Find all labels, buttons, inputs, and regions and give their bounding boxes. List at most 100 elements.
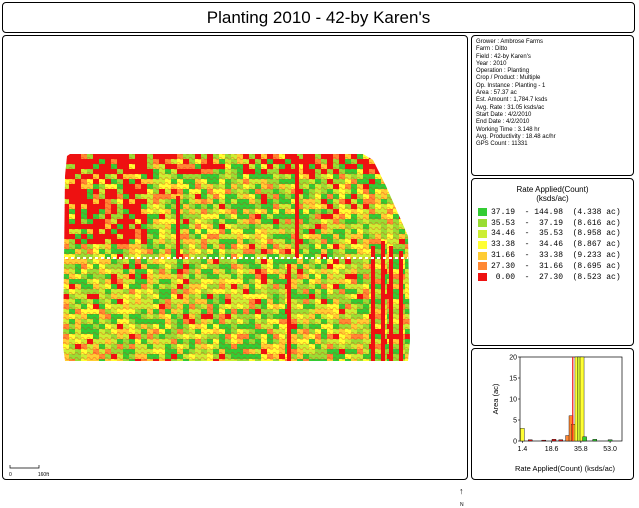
low-rate-stripe bbox=[176, 196, 180, 258]
legend-swatch bbox=[478, 251, 487, 260]
rate-cell bbox=[399, 194, 405, 199]
info-line: Year : 2010 bbox=[476, 60, 507, 67]
rate-cell bbox=[411, 239, 417, 244]
north-arrow-icon: ↑ bbox=[459, 486, 464, 496]
legend-label: 35.53 - 37.19 (8.616 ac) bbox=[491, 218, 621, 228]
y-tick-label: 15 bbox=[509, 376, 517, 383]
legend-row: 34.46 - 35.53 (8.958 ac) bbox=[478, 229, 621, 240]
x-tick-label: 1.4 bbox=[518, 446, 528, 453]
legend-row: 31.66 - 33.38 (9.233 ac) bbox=[478, 250, 621, 261]
low-rate-stripe bbox=[381, 241, 385, 361]
rate-cell bbox=[387, 179, 393, 184]
rate-cell bbox=[411, 189, 417, 194]
legend-swatch bbox=[478, 208, 487, 217]
rate-cell bbox=[411, 254, 417, 259]
legend-panel: Rate Applied(Count) (ksds/ac) 37.19 - 14… bbox=[471, 178, 634, 346]
info-line: GPS Count : 11331 bbox=[476, 141, 528, 148]
rate-cell bbox=[411, 344, 417, 349]
field-map[interactable] bbox=[3, 36, 467, 479]
north-label: N bbox=[460, 502, 464, 508]
rate-cell bbox=[411, 174, 417, 179]
legend-label: 31.66 - 33.38 (9.233 ac) bbox=[491, 251, 621, 261]
rate-cell bbox=[399, 209, 405, 214]
rate-cell bbox=[411, 154, 417, 159]
rate-cell bbox=[393, 154, 399, 159]
rate-cell bbox=[399, 174, 405, 179]
rate-cell bbox=[411, 259, 417, 264]
rate-cell bbox=[399, 204, 405, 209]
rate-cell bbox=[393, 184, 399, 189]
low-rate-stripe bbox=[399, 251, 403, 361]
rate-cell bbox=[405, 199, 410, 204]
rate-cell bbox=[393, 179, 399, 184]
rate-cell bbox=[411, 194, 417, 199]
rate-cell bbox=[375, 159, 381, 164]
legend-row: 0.00 - 27.30 (8.523 ac) bbox=[478, 272, 621, 283]
histogram-bar bbox=[520, 428, 525, 442]
rate-cell bbox=[381, 154, 387, 159]
legend-rows: 37.19 - 144.98 (4.338 ac) 35.53 - 37.19 (… bbox=[478, 207, 621, 283]
rate-cell bbox=[405, 174, 410, 179]
histogram-bar bbox=[541, 439, 547, 442]
rate-cell bbox=[375, 154, 381, 159]
rate-cell bbox=[411, 229, 417, 234]
rate-cell bbox=[399, 179, 405, 184]
histogram-chart: 0 5 10 15 20 1.4 18.6 35.8 53.0 Rate Applied(Coun… bbox=[491, 355, 623, 473]
rate-cell bbox=[399, 169, 405, 174]
rate-cell bbox=[405, 164, 410, 169]
rate-cell bbox=[411, 224, 417, 229]
rate-cell bbox=[411, 264, 417, 269]
rate-cell bbox=[399, 199, 405, 204]
rate-cell bbox=[405, 224, 410, 229]
rate-cell bbox=[393, 189, 399, 194]
rate-cell bbox=[399, 159, 405, 164]
rate-cell bbox=[411, 164, 417, 169]
rate-cell bbox=[411, 329, 417, 334]
rate-cell bbox=[411, 179, 417, 184]
legend-swatch bbox=[478, 240, 487, 249]
rate-cell bbox=[411, 324, 417, 329]
info-line: Est. Amount : 1,784.7 ksds bbox=[476, 97, 548, 104]
rate-cell bbox=[411, 274, 417, 279]
rate-cell bbox=[381, 159, 387, 164]
y-tick-label: 5 bbox=[513, 418, 517, 425]
rate-cell bbox=[411, 169, 417, 174]
info-line: End Date : 4/2/2010 bbox=[476, 119, 530, 126]
rate-cell bbox=[411, 199, 417, 204]
rate-cell bbox=[405, 184, 410, 189]
y-tick-label: 10 bbox=[509, 397, 517, 404]
info-line: Avg. Productivity : 18.48 ac/hr bbox=[476, 133, 556, 140]
rate-cell bbox=[411, 214, 417, 219]
rate-cell bbox=[387, 154, 393, 159]
info-list: Grower : Ambrose Farms Farm : Ditto Fiel… bbox=[476, 39, 556, 148]
legend-swatch bbox=[478, 273, 487, 282]
rate-cell bbox=[411, 309, 417, 314]
rate-cell bbox=[411, 184, 417, 189]
info-line: Field : 42-by Karen's bbox=[476, 53, 531, 60]
legend-label: 33.38 - 34.46 (8.867 ac) bbox=[491, 240, 621, 250]
rate-cell bbox=[393, 169, 399, 174]
map-panel[interactable]: 0 160ft ↑ N bbox=[2, 35, 468, 508]
legend-swatch bbox=[478, 262, 487, 271]
x-tick-label: 35.8 bbox=[574, 446, 588, 453]
rate-cell bbox=[405, 159, 410, 164]
rate-cell bbox=[393, 164, 399, 169]
rate-cell bbox=[381, 169, 387, 174]
info-line: Avg. Rate : 31.05 ksds/ac bbox=[476, 104, 545, 111]
rate-cell bbox=[405, 154, 410, 159]
x-tick-label: 18.6 bbox=[545, 446, 559, 453]
legend-label: 27.30 - 31.66 (8.695 ac) bbox=[491, 261, 621, 271]
legend-row: 37.19 - 144.98 (4.338 ac) bbox=[478, 207, 621, 218]
rate-cell bbox=[393, 159, 399, 164]
legend-label: 34.46 - 35.53 (8.958 ac) bbox=[491, 229, 621, 239]
rate-cell bbox=[411, 249, 417, 254]
rate-cell bbox=[411, 319, 417, 324]
legend-swatch bbox=[478, 229, 487, 238]
rate-cell bbox=[411, 354, 417, 359]
histogram-panel: 0 5 10 15 20 1.4 18.6 35.8 53.0 Rate Applied(Coun… bbox=[471, 348, 634, 480]
low-rate-stripe bbox=[371, 246, 375, 361]
histogram-bar bbox=[607, 439, 613, 442]
legend-row: 35.53 - 37.19 (8.616 ac) bbox=[478, 218, 621, 229]
histogram-bar bbox=[528, 439, 533, 442]
rate-cell bbox=[411, 294, 417, 299]
